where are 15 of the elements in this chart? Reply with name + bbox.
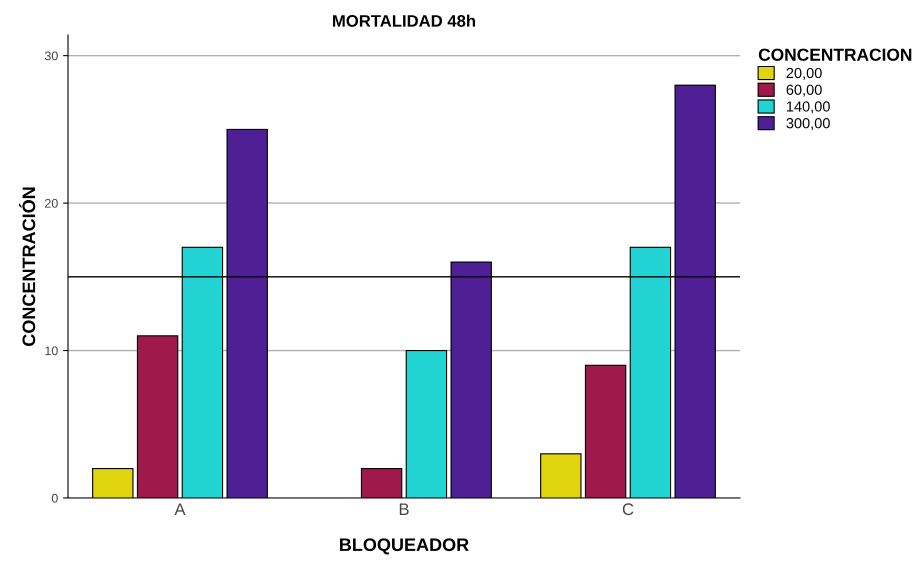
legend-title: CONCENTRACION <box>758 48 912 61</box>
legend-label: 140,00 <box>786 101 830 114</box>
x-axis-title: BLOQUEADOR <box>340 538 469 554</box>
y-tick-label: 0 <box>52 494 58 503</box>
legend-label: 20,00 <box>786 68 822 80</box>
x-tick-label: A <box>174 503 186 515</box>
y-tick-label: 10 <box>45 346 58 356</box>
x-tick-label: C <box>622 503 634 516</box>
y-axis-title: CONCENTRACIÓN <box>19 187 36 346</box>
x-tick-label: B <box>400 503 409 515</box>
chart-title: MORTALIDAD 48h <box>333 14 476 27</box>
y-tick-label: 30 <box>44 51 58 60</box>
legend-label: 60,00 <box>786 84 822 97</box>
legend-label: 300,00 <box>786 118 830 130</box>
y-tick-label: 20 <box>45 198 58 208</box>
